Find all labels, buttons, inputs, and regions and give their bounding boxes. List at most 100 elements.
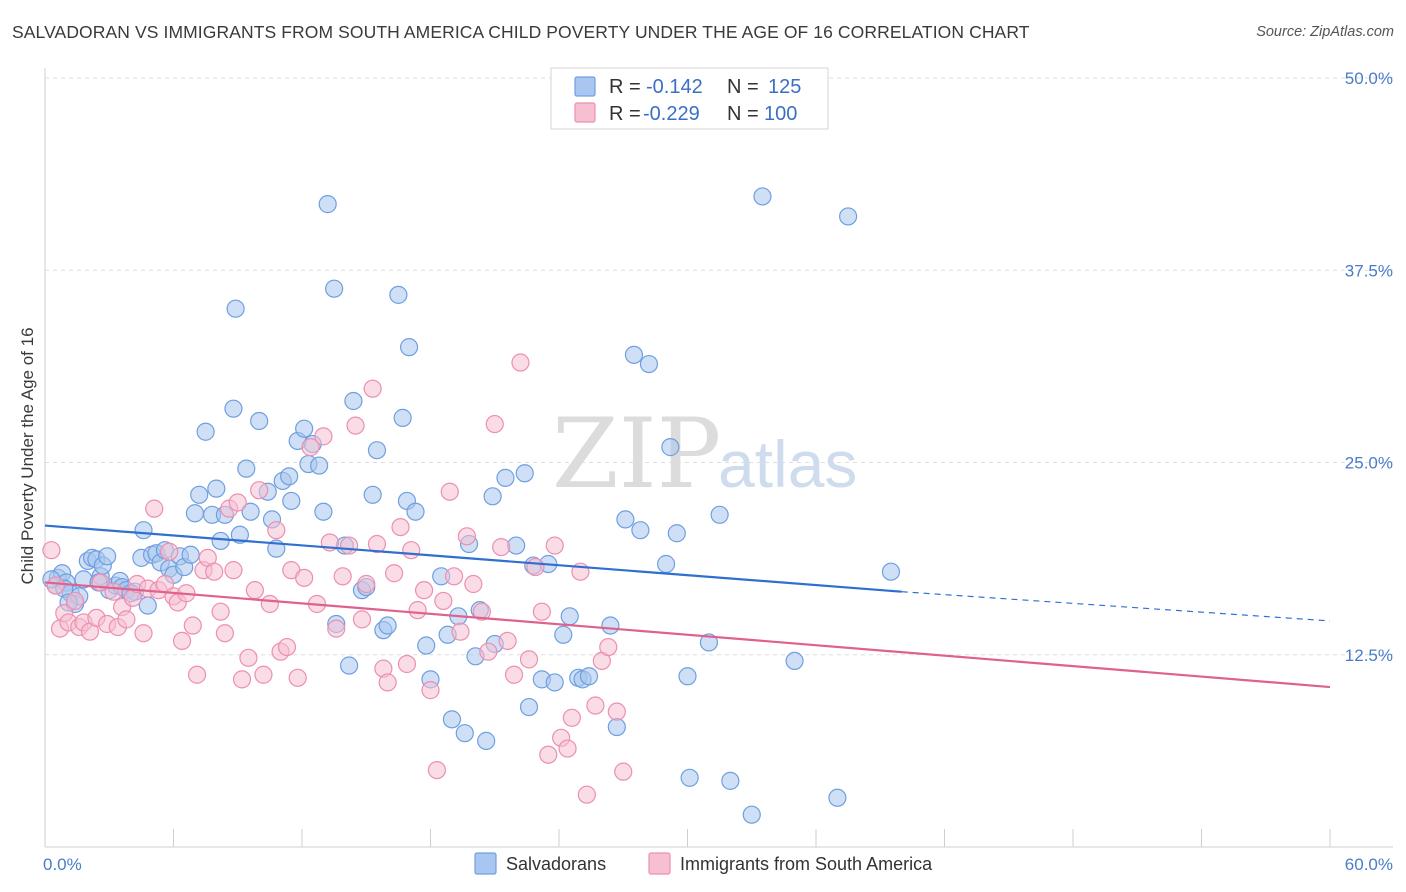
salvadorans-point-35: [207, 479, 226, 498]
salvadorans-point-84: [483, 487, 502, 506]
salvadorans-point-105: [656, 554, 676, 574]
salvadorans-point-94: [554, 625, 573, 644]
immigrants-point-58: [352, 610, 372, 629]
immigrants-point-74: [444, 567, 464, 586]
stats-legend: R = -0.142 N = 125 R = -0.229 N = 100: [550, 67, 829, 130]
salvadorans-point-77: [442, 710, 462, 729]
salvadorans-point-108: [678, 667, 697, 686]
salvadorans-point-106: [661, 438, 680, 457]
series-legend: Salvadorans Immigrants from South Americ…: [474, 852, 933, 875]
immigrants-point-73: [440, 482, 459, 501]
immigrants-point-15: [117, 610, 136, 629]
salvadorans-point-65: [367, 441, 387, 460]
salvadorans-point-32: [190, 485, 209, 504]
salvadorans-point-43: [250, 411, 269, 431]
series-swatch-salvadorans: [474, 852, 497, 875]
series-label-salvadorans: Salvadorans: [506, 854, 606, 874]
immigrants-point-32: [205, 562, 224, 581]
watermark-zip: ZIP: [552, 398, 721, 510]
immigrants-point-48: [288, 668, 307, 687]
legend-r-label-1: R =: [609, 76, 641, 98]
immigrants-point-43: [260, 594, 279, 614]
immigrants-point-89: [545, 536, 564, 555]
source-label: Source: ZipAtlas.com: [1256, 24, 1394, 40]
salvadorans-point-54: [310, 456, 329, 475]
immigrants-point-55: [333, 567, 352, 586]
chart-title: SALVADORAN VS IMMIGRANTS FROM SOUTH AMER…: [12, 22, 1030, 42]
immigrants-point-50: [301, 438, 320, 457]
watermark: ZIP atlas: [552, 398, 857, 510]
salvadorans-point-69: [393, 408, 412, 427]
immigrants-point-57: [346, 416, 365, 435]
salvadorans-point-100: [607, 717, 626, 737]
y-tick-label-3: 12.5%: [1345, 646, 1393, 665]
salvadorans-point-89: [519, 697, 539, 717]
immigrants-point-0: [42, 541, 61, 560]
salvadorans-point-60: [340, 656, 359, 675]
immigrants-point-38: [232, 670, 252, 689]
salvadorans-point-13: [98, 547, 117, 566]
immigrants-point-5: [65, 591, 85, 611]
immigrants-point-94: [577, 785, 596, 804]
immigrants-point-88: [539, 745, 558, 764]
immigrants-point-46: [277, 637, 297, 657]
immigrants-point-86: [526, 557, 545, 577]
salvadorans-point-61: [344, 391, 363, 411]
salvadorans-point-64: [363, 485, 382, 504]
salvadorans-point-88: [515, 464, 534, 483]
salvadorans-point-68: [389, 285, 408, 304]
salvadorans-point-57: [325, 279, 344, 298]
salvadorans-point-112: [721, 771, 740, 790]
salvadorans-point-21: [138, 596, 157, 615]
immigrants-point-23: [160, 542, 179, 561]
immigrants-point-41: [250, 481, 269, 500]
salvadorans-point-48: [280, 467, 299, 486]
immigrants-point-87: [532, 602, 551, 621]
immigrants-point-39: [239, 648, 258, 667]
immigrants-point-59: [357, 574, 376, 594]
salvadorans-point-83: [477, 731, 496, 750]
legend-n-value-2: 100: [764, 103, 797, 125]
immigrants-point-70: [421, 681, 440, 700]
legend-r-value-1: -0.142: [646, 76, 703, 98]
immigrants-point-34: [215, 624, 234, 643]
salvadorans-point-115: [785, 651, 804, 671]
immigrants-point-95: [586, 696, 605, 715]
salvadorans-point-41: [237, 459, 256, 478]
salvadorans-point-36: [211, 531, 230, 551]
axes: [44, 68, 1393, 848]
salvadorans-point-33: [196, 422, 215, 441]
immigrants-point-1: [46, 576, 65, 595]
salvadorans-point-118: [881, 562, 901, 581]
salvadorans-point-117: [839, 207, 858, 226]
salvadorans-point-110: [699, 633, 719, 652]
salvadorans-point-42: [241, 502, 260, 521]
y-axis-label: Child Poverty Under the Age of 16: [18, 327, 37, 584]
salvadorans-trend-line: [44, 524, 902, 593]
legend-r-label-2: R =: [609, 103, 641, 125]
immigrants-point-92: [562, 708, 581, 727]
legend-r-value-2: -0.229: [643, 103, 700, 125]
immigrants-point-26: [172, 631, 192, 651]
immigrants-point-36: [224, 561, 243, 580]
immigrants-point-83: [504, 665, 524, 684]
salvadorans-point-22: [134, 521, 153, 540]
immigrants-point-65: [391, 517, 410, 537]
legend-n-value-1: 125: [768, 76, 801, 98]
salvadorans-point-98: [579, 667, 599, 686]
immigrants-point-49: [295, 568, 314, 587]
salvadorans-point-101: [616, 510, 635, 529]
x-tick-label-min: 0.0%: [43, 855, 82, 874]
salvadorans-point-116: [828, 788, 847, 807]
immigrants-point-37: [228, 493, 247, 512]
x-tick-label-max: 60.0%: [1345, 855, 1393, 874]
salvadorans-point-99: [601, 616, 620, 635]
immigrants-point-52: [314, 427, 333, 446]
salvadorans-point-102: [624, 345, 644, 364]
immigrants-point-80: [485, 414, 504, 434]
legend-n-label-2: N =: [727, 103, 759, 125]
salvadorans-point-79: [455, 724, 474, 743]
stats-legend-box: [550, 67, 829, 130]
salvadorans-point-72: [406, 502, 425, 521]
